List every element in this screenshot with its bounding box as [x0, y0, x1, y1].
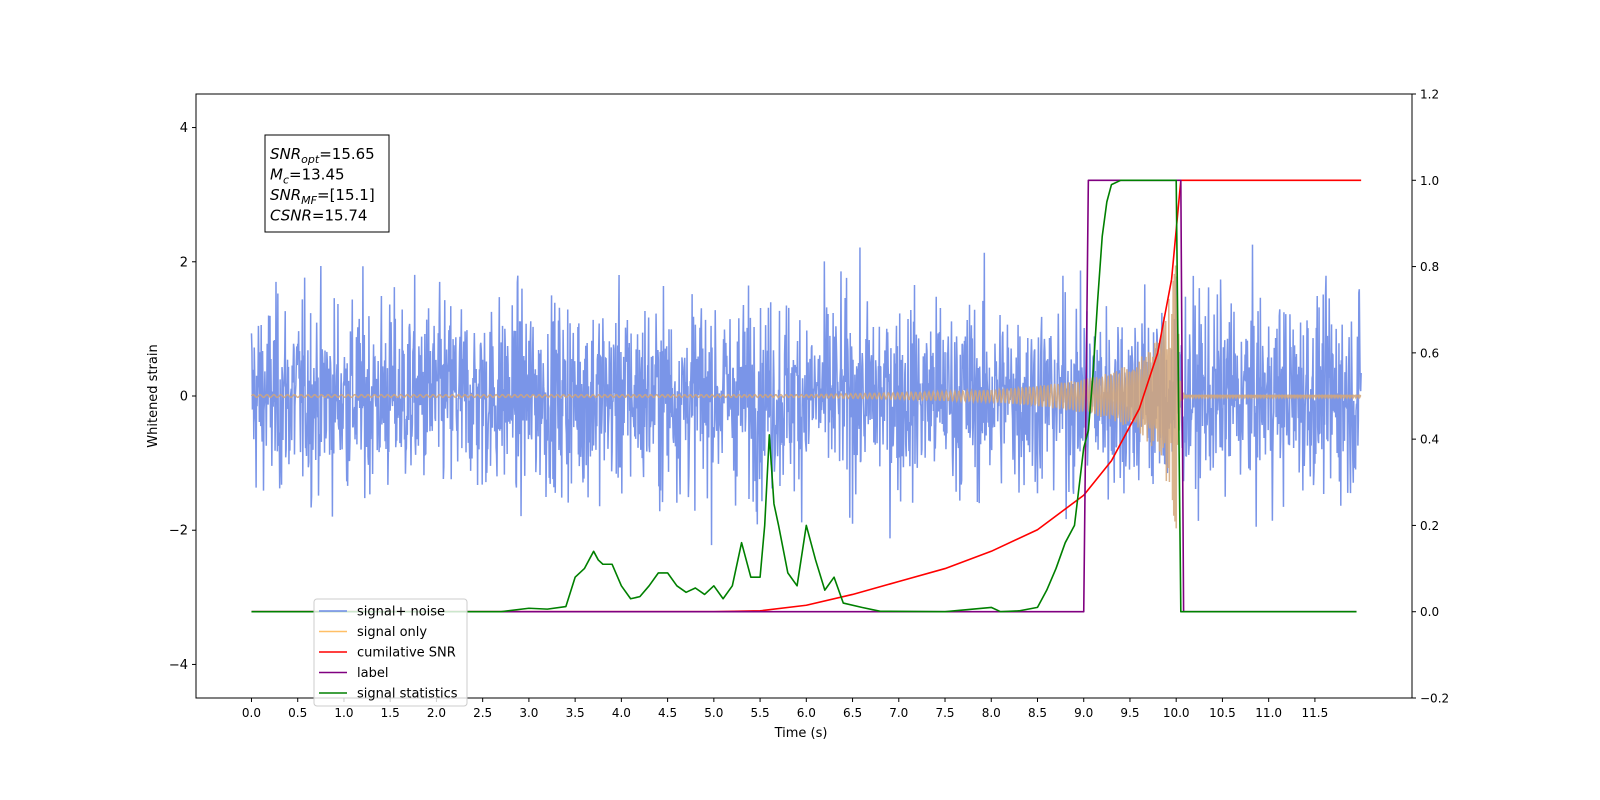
x-tick-label: 8.0 — [982, 706, 1001, 720]
x-tick-label: 9.5 — [1120, 706, 1139, 720]
x-tick-label: 1.5 — [381, 706, 400, 720]
y2-tick-label: 1.0 — [1420, 174, 1439, 188]
x-tick-label: 10.5 — [1209, 706, 1236, 720]
x-tick-label: 8.5 — [1028, 706, 1047, 720]
annotation-line: Mc=13.45 — [270, 166, 345, 187]
annotation-line: SNRopt=15.65 — [270, 145, 375, 166]
x-tick-label: 5.0 — [704, 706, 723, 720]
x-tick-label: 6.0 — [797, 706, 816, 720]
x-tick-label: 0.5 — [288, 706, 307, 720]
y2-tick-label: 0.6 — [1420, 346, 1439, 360]
x-axis-label: Time (s) — [774, 726, 828, 741]
y2-axis-ticks: 1.2 1.0 0.8 0.6 0.4 0.2 0.0 −0.2 — [1412, 88, 1449, 706]
x-tick-label: 3.5 — [566, 706, 585, 720]
x-tick-label: 4.0 — [612, 706, 631, 720]
x-tick-label: 10.0 — [1163, 706, 1190, 720]
series-signal-statistics — [251, 179, 1357, 613]
x-tick-label: 7.5 — [935, 706, 954, 720]
y2-tick-label: 0.4 — [1420, 433, 1439, 447]
x-tick-label: 3.0 — [519, 706, 538, 720]
y-axis-label: Whitened strain — [146, 344, 161, 447]
series-signal-only — [250, 265, 1362, 529]
x-tick-label: 5.5 — [751, 706, 770, 720]
legend-label: signal statistics — [357, 687, 458, 702]
stats-annotation-box: SNRopt=15.65Mc=13.45SNRMF=[15.1]CSNR=15.… — [264, 134, 390, 233]
annotation-frame — [264, 134, 390, 233]
y-axis-ticks: 4 2 0 −2 −4 — [169, 121, 196, 673]
series-layer — [250, 179, 1362, 613]
series-cumilative-snr — [251, 179, 1362, 613]
x-axis-ticks: 0.0 0.5 1.0 1.5 2.0 2.5 3.0 3.5 4.0 4.5 5.0 5.5 6.0 6… — [242, 698, 1328, 720]
legend-frame — [313, 598, 468, 707]
y-tick-label: 2 — [180, 255, 188, 270]
x-tick-label: 4.5 — [658, 706, 677, 720]
line — [251, 179, 1357, 613]
legend: signal+ noise signal only cumilative SNR la… — [313, 598, 468, 707]
legend-label: cumilative SNR — [357, 646, 456, 661]
annotation-line: SNRMF=[15.1] — [270, 186, 375, 207]
signal-line — [250, 265, 1362, 529]
legend-label: signal only — [357, 625, 427, 640]
x-tick-label: 6.5 — [843, 706, 862, 720]
y-tick-label: −2 — [169, 524, 188, 539]
y2-tick-label: −0.2 — [1420, 692, 1449, 706]
legend-label: signal+ noise — [357, 605, 445, 620]
x-tick-label: 9.0 — [1074, 706, 1093, 720]
x-tick-label: 2.0 — [427, 706, 446, 720]
y2-tick-label: 0.0 — [1420, 605, 1439, 619]
y-tick-label: 0 — [180, 390, 188, 405]
x-tick-label: 2.5 — [473, 706, 492, 720]
y-tick-label: 4 — [180, 121, 188, 136]
y2-tick-label: 1.2 — [1420, 88, 1439, 102]
x-tick-label: 0.0 — [242, 706, 261, 720]
line — [251, 179, 1362, 613]
y-tick-label: −4 — [169, 658, 188, 673]
legend-label: label — [357, 666, 388, 681]
x-tick-label: 1.0 — [334, 706, 353, 720]
x-tick-label: 11.0 — [1255, 706, 1282, 720]
x-tick-label: 7.0 — [889, 706, 908, 720]
y2-tick-label: 0.8 — [1420, 260, 1439, 274]
x-tick-label: 11.5 — [1302, 706, 1329, 720]
y2-tick-label: 0.2 — [1420, 519, 1439, 533]
annotation-line: CSNR=15.74 — [270, 207, 367, 225]
